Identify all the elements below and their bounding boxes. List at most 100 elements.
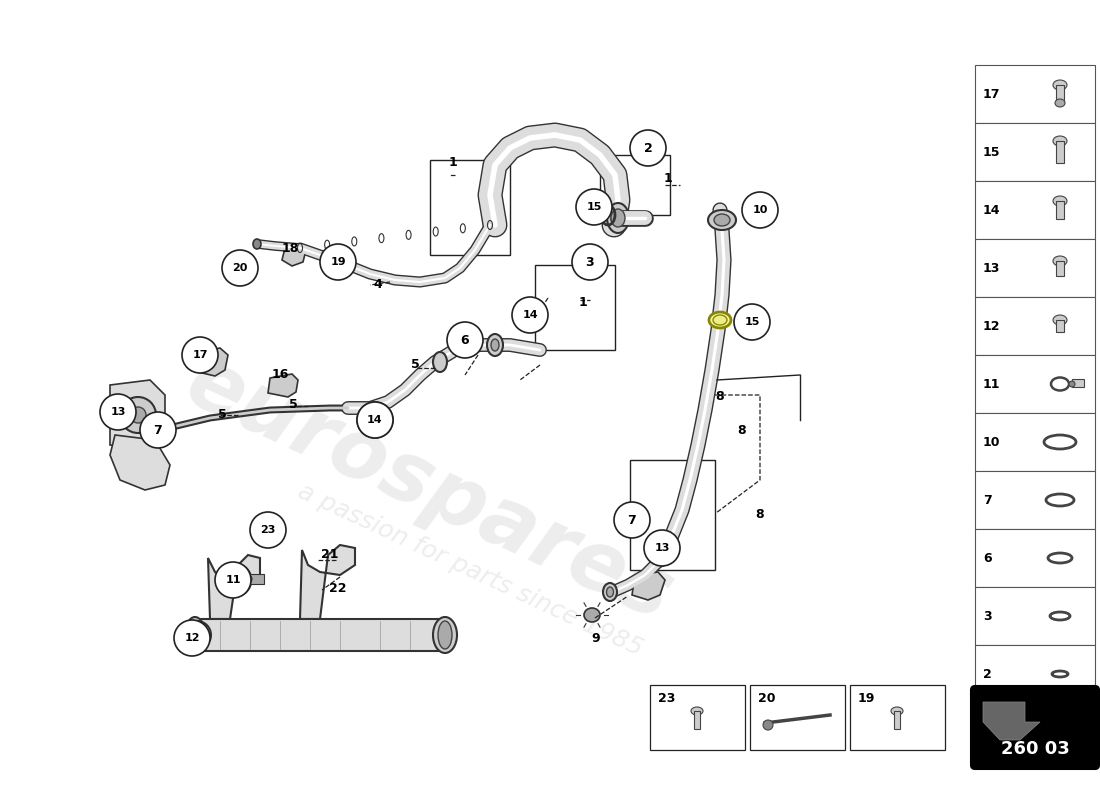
Polygon shape: [632, 572, 666, 600]
Text: 15: 15: [586, 202, 602, 212]
Bar: [894, 711, 900, 729]
Text: 1: 1: [449, 155, 458, 169]
Bar: [1056, 320, 1064, 332]
Text: 13: 13: [654, 543, 670, 553]
Ellipse shape: [1053, 196, 1067, 206]
Circle shape: [140, 412, 176, 448]
Text: 20: 20: [758, 693, 776, 706]
Polygon shape: [208, 555, 260, 619]
Text: 7: 7: [628, 514, 637, 526]
Circle shape: [630, 130, 666, 166]
Bar: [975, 239, 1094, 297]
Text: 260 03: 260 03: [1001, 740, 1069, 758]
Ellipse shape: [253, 239, 261, 249]
Bar: [535, 265, 615, 350]
Circle shape: [214, 562, 251, 598]
Ellipse shape: [607, 203, 629, 233]
Ellipse shape: [582, 248, 598, 268]
Text: 11: 11: [983, 378, 1001, 390]
Circle shape: [244, 575, 252, 583]
Bar: [630, 460, 715, 570]
Circle shape: [1069, 381, 1075, 387]
Circle shape: [447, 322, 483, 358]
Text: 14: 14: [366, 414, 384, 426]
Text: 12: 12: [185, 633, 200, 643]
Text: 18: 18: [282, 242, 299, 254]
Polygon shape: [983, 702, 1040, 740]
Circle shape: [130, 407, 146, 423]
Ellipse shape: [433, 352, 447, 372]
Ellipse shape: [610, 209, 625, 227]
Bar: [975, 181, 1094, 239]
Text: 12: 12: [983, 319, 1001, 333]
Text: 2: 2: [983, 667, 992, 681]
Text: 16: 16: [272, 369, 288, 382]
Text: 19: 19: [330, 257, 345, 267]
Text: 15: 15: [983, 146, 1001, 158]
Text: 3: 3: [585, 255, 594, 269]
Circle shape: [576, 189, 612, 225]
Text: 8: 8: [738, 423, 746, 437]
Ellipse shape: [708, 210, 736, 230]
Ellipse shape: [713, 315, 727, 325]
Ellipse shape: [487, 334, 503, 356]
Text: 4: 4: [374, 278, 383, 291]
Text: 5: 5: [410, 358, 419, 371]
Bar: [750, 685, 845, 750]
Circle shape: [734, 304, 770, 340]
Bar: [975, 65, 1094, 123]
Bar: [1056, 201, 1064, 219]
Text: 2: 2: [644, 142, 652, 154]
Text: 6: 6: [983, 551, 991, 565]
Bar: [248, 574, 264, 584]
Text: 7: 7: [154, 423, 163, 437]
Ellipse shape: [710, 312, 732, 328]
Bar: [430, 160, 510, 255]
Circle shape: [190, 628, 204, 642]
Bar: [975, 587, 1094, 645]
Text: 17: 17: [192, 350, 208, 360]
Text: 22: 22: [329, 582, 346, 594]
Circle shape: [512, 297, 548, 333]
Text: 6: 6: [461, 334, 470, 346]
Circle shape: [320, 244, 356, 280]
Polygon shape: [110, 380, 165, 450]
Polygon shape: [198, 348, 228, 376]
Ellipse shape: [691, 707, 703, 715]
Text: a passion for parts since 1985: a passion for parts since 1985: [294, 479, 647, 661]
Ellipse shape: [584, 608, 600, 622]
Circle shape: [742, 192, 778, 228]
Bar: [975, 529, 1094, 587]
Polygon shape: [282, 244, 306, 266]
Ellipse shape: [433, 617, 456, 653]
Circle shape: [323, 248, 341, 266]
Bar: [694, 711, 700, 729]
Bar: [850, 685, 945, 750]
Circle shape: [614, 502, 650, 538]
Text: eurospares: eurospares: [174, 342, 686, 638]
Text: 5: 5: [288, 398, 297, 411]
Bar: [600, 155, 670, 215]
Ellipse shape: [1053, 256, 1067, 266]
Text: 21: 21: [321, 549, 339, 562]
Polygon shape: [268, 374, 298, 397]
Text: 8: 8: [716, 390, 724, 402]
Text: 13: 13: [110, 407, 125, 417]
Bar: [650, 685, 745, 750]
Text: 14: 14: [983, 203, 1001, 217]
Ellipse shape: [1053, 136, 1067, 146]
Circle shape: [174, 620, 210, 656]
Text: 10: 10: [752, 205, 768, 215]
Ellipse shape: [603, 583, 617, 601]
Text: 23: 23: [261, 525, 276, 535]
Ellipse shape: [586, 253, 594, 263]
Circle shape: [222, 250, 258, 286]
Text: 1: 1: [579, 295, 587, 309]
Circle shape: [572, 244, 608, 280]
Text: 14: 14: [367, 415, 383, 425]
FancyBboxPatch shape: [971, 686, 1099, 769]
Bar: [195, 619, 446, 651]
Circle shape: [358, 402, 393, 438]
Text: 13: 13: [983, 262, 1000, 274]
Ellipse shape: [1053, 80, 1067, 90]
